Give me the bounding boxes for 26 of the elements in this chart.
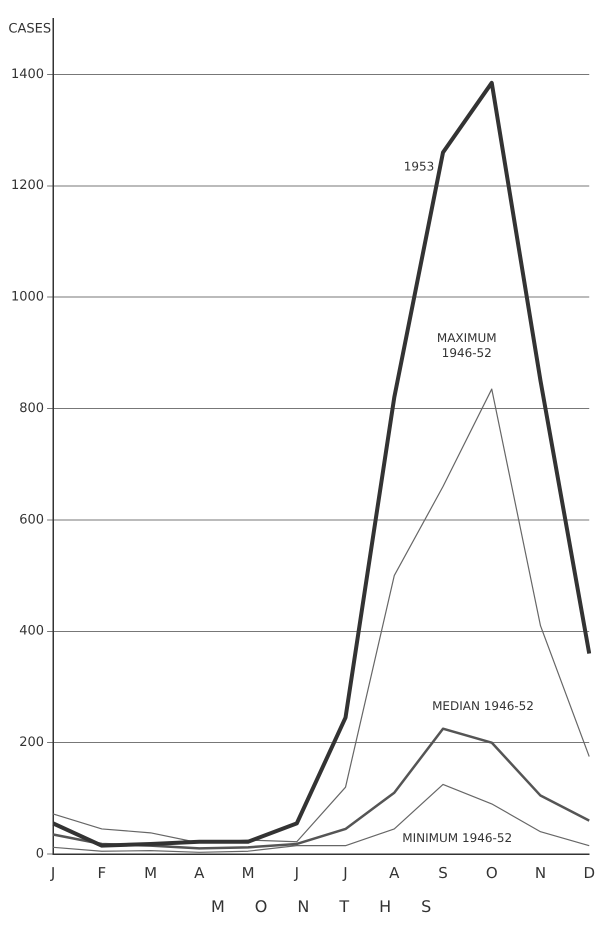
y-tick-label: 200	[19, 735, 44, 750]
y-tick-label: 1200	[10, 178, 44, 194]
x-tick-label: M	[144, 864, 158, 882]
x-tick-label: J	[50, 864, 56, 882]
series-label: MINIMUM 1946-52	[402, 831, 512, 846]
y-tick-label: 600	[19, 512, 44, 528]
x-tick-label: J	[294, 864, 300, 882]
text: MAXIMUM 1946-52	[436, 331, 497, 360]
series-label: MEDIAN 1946-52	[432, 698, 534, 713]
x-tick-label: A	[194, 864, 206, 882]
x-tick-label: D	[583, 864, 596, 882]
y-tick-label: 800	[19, 400, 44, 416]
x-tick-label: J	[342, 864, 348, 882]
x-tick-label: F	[98, 864, 106, 882]
x-axis-title: MONTHS	[210, 897, 462, 916]
x-tick-label: O	[486, 864, 498, 882]
x-tick-label: N	[534, 864, 546, 882]
series-label: 1953	[404, 160, 434, 174]
y-axis-title: CASES	[8, 22, 52, 37]
y-tick-label: 400	[19, 624, 44, 639]
y-tick-label: 1000	[10, 290, 44, 305]
y-tick-label: 0	[36, 846, 44, 862]
x-tick-label: A	[389, 864, 400, 882]
y-tick-label: 1400	[10, 66, 44, 82]
x-tick-label: M	[242, 864, 255, 882]
x-tick-label: S	[438, 864, 448, 882]
